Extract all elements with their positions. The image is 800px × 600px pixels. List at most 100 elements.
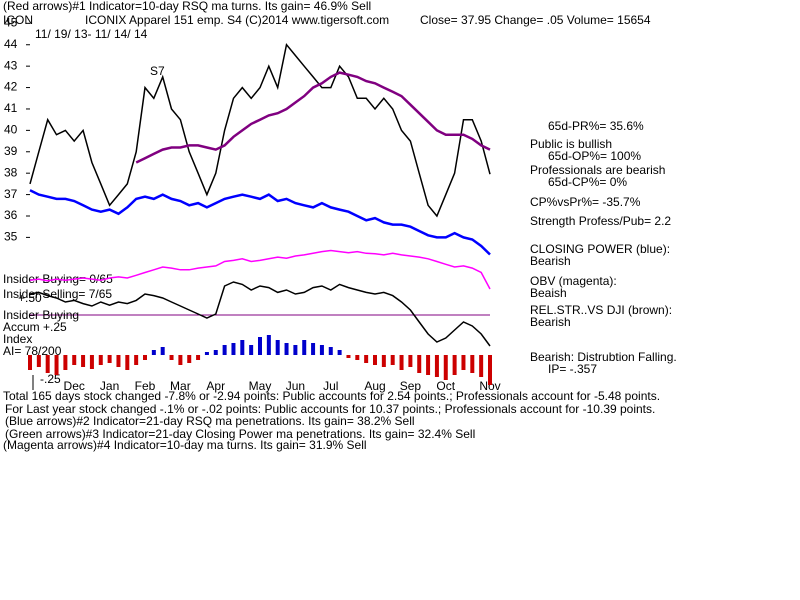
series-line [29, 189, 491, 256]
y-tick-label: 43 [4, 58, 18, 72]
y-tick-label: 45 [4, 16, 18, 30]
side-note: Public is bullish [530, 137, 612, 151]
side-note: IP= -.357 [548, 362, 597, 376]
x-tick-label: Jul [323, 379, 338, 393]
accum-bar [311, 343, 316, 355]
y-tick-label: 39 [4, 144, 18, 158]
y-tick-label: 44 [4, 37, 18, 51]
accum-bar [45, 355, 50, 373]
accum-bar [107, 355, 112, 363]
footer-note: Total 165 days stock changed -7.8% or -2… [3, 389, 660, 403]
accum-bar [328, 347, 333, 355]
accum-bar [364, 355, 369, 363]
accum-bar [275, 340, 280, 355]
accum-bar [319, 345, 324, 355]
accum-bar [178, 355, 183, 365]
accum-bar [337, 350, 342, 355]
accum-bar [63, 355, 68, 370]
x-tick-label: Jun [286, 379, 305, 393]
side-note: 65d-OP%= 100% [548, 149, 641, 163]
side-note: Professionals are bearish [530, 163, 665, 177]
side-note: REL.STR..VS DJI (brown): [530, 303, 672, 317]
side-note: CLOSING POWER (blue): [530, 242, 670, 256]
accum-bar [452, 355, 457, 375]
y-tick-label: 36 [4, 208, 18, 222]
indicator-label: Accum +.25 [3, 320, 67, 334]
accum-bar [293, 345, 298, 355]
accum-bar [266, 335, 271, 355]
footer-note: (Magenta arrows)#4 Indicator=10-day ma t… [3, 438, 367, 452]
side-note: Bearish [530, 254, 571, 268]
x-tick-label: Aug [364, 379, 385, 393]
accum-bar [81, 355, 86, 367]
accum-bar [160, 347, 165, 355]
side-note: CP%vsPr%= -35.7% [530, 195, 641, 209]
accum-bar [284, 343, 289, 355]
side-note: 65d-PR%= 35.6% [548, 119, 644, 133]
accum-bar [426, 355, 431, 375]
y-tick-label: 41 [4, 101, 18, 115]
indicator-label: +.50 [18, 291, 42, 305]
footer-note: (Blue arrows)#2 Indicator=21-day RSQ ma … [5, 414, 415, 428]
indicator-label: Index [3, 332, 32, 346]
accum-bar [470, 355, 475, 373]
side-note: Bearish [530, 315, 571, 329]
accum-bar [231, 343, 236, 355]
accum-bar [143, 355, 147, 360]
series-line [29, 43, 491, 218]
accum-bar [89, 355, 94, 369]
symbol: ICON [3, 13, 33, 27]
accum-bar [390, 355, 395, 365]
accum-bar [461, 355, 466, 370]
accum-bar [187, 355, 192, 363]
accum-bar [373, 355, 377, 365]
y-tick-label: 42 [4, 80, 18, 94]
side-note: OBV (magenta): [530, 274, 617, 288]
indicator-label: Insider Selling= 7/65 [3, 287, 112, 301]
indicator-label: Insider Buying [3, 308, 79, 322]
accum-bar [213, 350, 218, 355]
accum-bar [196, 355, 201, 360]
accum-bar [258, 337, 262, 355]
side-note: Bearish: Distrubtion Falling. [530, 350, 677, 364]
accum-bar [222, 345, 227, 355]
accum-bar [443, 355, 448, 380]
x-tick-label: Mar [170, 379, 191, 393]
header-line: (Red arrows)#1 Indicator=10-day RSQ ma t… [3, 0, 371, 13]
x-tick-label: Feb [135, 379, 156, 393]
accum-bar [125, 355, 130, 370]
accum-bar [36, 355, 41, 367]
accum-bar [381, 355, 386, 367]
side-note: 65d-CP%= 0% [548, 175, 627, 189]
indicator-label: -.25 [40, 372, 61, 386]
accum-bar [116, 355, 121, 367]
quote: Close= 37.95 Change= .05 Volume= 15654 [420, 13, 651, 27]
x-tick-label: Dec [64, 379, 85, 393]
accum-bar [417, 355, 422, 373]
accum-bar [204, 352, 209, 355]
y-tick-label: 38 [4, 165, 18, 179]
company: ICONIX Apparel 151 emp. S4 (C)2014 www.t… [85, 13, 389, 27]
footer-note: For Last year stock changed -.1% or -.02… [5, 402, 655, 416]
series-line [29, 281, 491, 347]
accum-bar [399, 355, 404, 370]
accum-bar [240, 340, 245, 355]
x-tick-label: Jan [100, 379, 119, 393]
accum-bar [488, 355, 492, 385]
accum-bar [28, 355, 32, 370]
accum-bar [346, 355, 351, 358]
date-range: 11/ 19/ 13- 11/ 14/ 14 [35, 27, 148, 41]
accum-bar [434, 355, 439, 377]
accum-bar [151, 350, 156, 355]
footer-note: (Green arrows)#3 Indicator=21-day Closin… [5, 427, 475, 441]
accum-bar [249, 345, 254, 355]
x-tick-label: Nov [479, 379, 500, 393]
x-tick-label: Sep [400, 379, 422, 393]
y-tick-label: 37 [4, 187, 18, 201]
side-note: Strength Profess/Pub= 2.2 [530, 214, 671, 228]
x-tick-label: Oct [436, 379, 455, 393]
accum-bar [98, 355, 103, 365]
accum-bar [408, 355, 413, 367]
signal: S7 [150, 64, 165, 78]
